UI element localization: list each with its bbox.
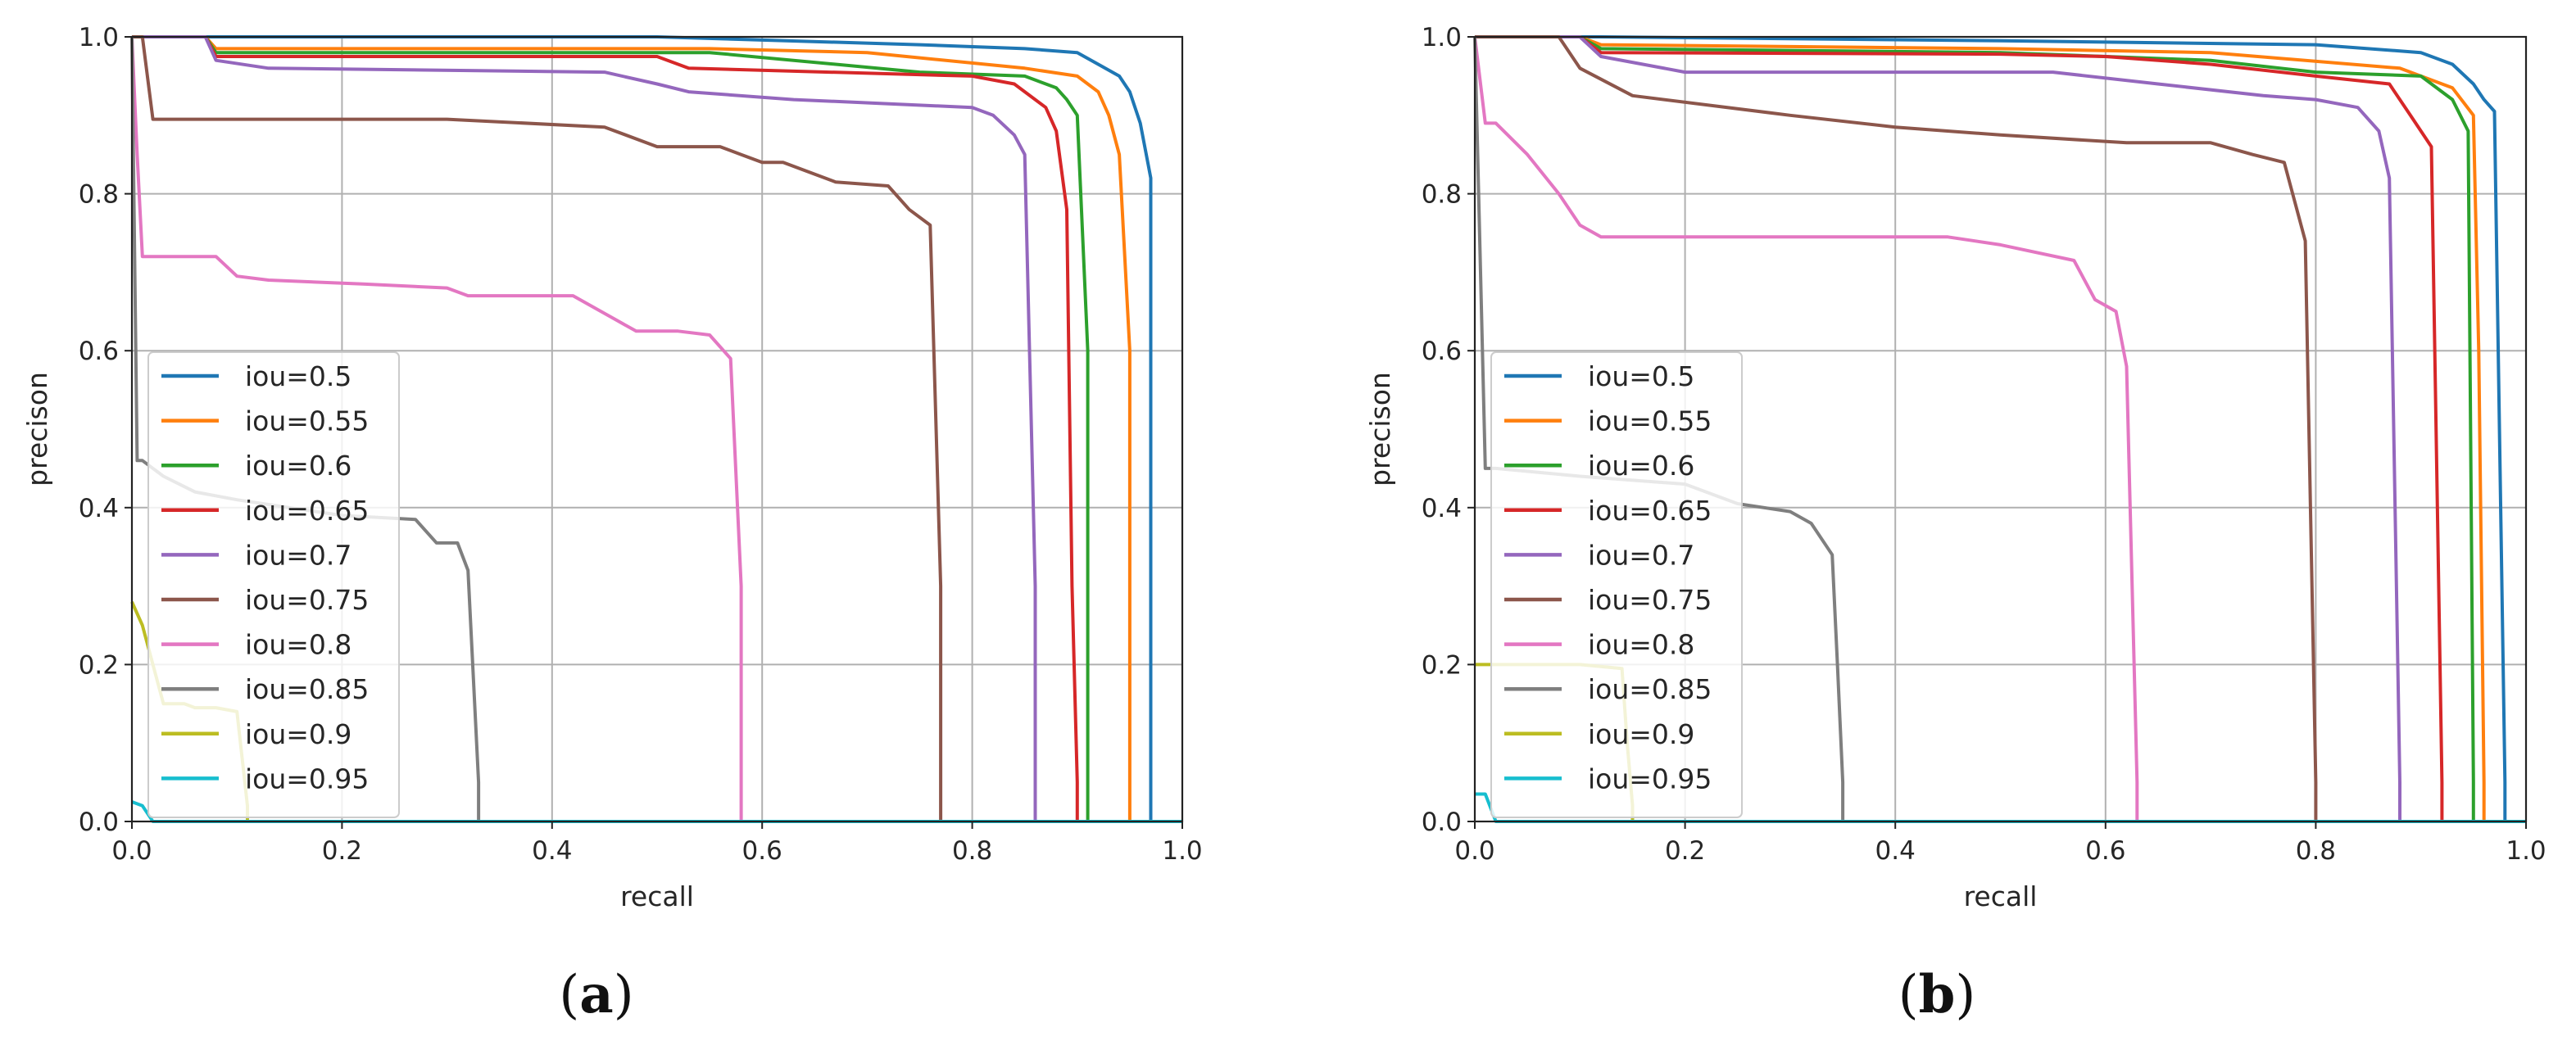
x-tick-label: 1.0 — [2506, 836, 2546, 866]
y-tick-label: 0.2 — [1422, 650, 1462, 680]
series-line-iou-0-75 — [132, 35, 1182, 823]
x-tick-label: 0.8 — [2296, 836, 2336, 866]
legend-entry-label: iou=0.8 — [1588, 629, 1694, 661]
y-tick-label: 0.4 — [1422, 494, 1462, 523]
y-tick-label: 1.0 — [1422, 23, 1462, 52]
legend-box — [1490, 351, 1743, 818]
legend-entry-label: iou=0.5 — [245, 360, 351, 392]
legend-entry-label: iou=0.75 — [245, 584, 369, 616]
caption-close-paren: ) — [614, 965, 634, 1025]
panel-caption: (b) — [1898, 964, 1976, 1025]
series-line-iou-0-65 — [1475, 35, 2526, 823]
legend-entry-label: iou=0.7 — [245, 539, 351, 571]
y-tick-label: 0.0 — [1422, 808, 1462, 837]
caption-letter: b — [1919, 964, 1956, 1025]
series-line-iou-0-5 — [132, 35, 1182, 823]
series-line-iou-0-7 — [1475, 35, 2526, 823]
series-line-iou-0-65 — [132, 35, 1182, 823]
caption-open-paren: ( — [559, 965, 579, 1025]
x-tick-label: 0.4 — [532, 836, 572, 866]
x-tick-label: 0.4 — [1875, 836, 1916, 866]
legend-entry-label: iou=0.6 — [245, 450, 351, 482]
legend: iou=0.5 iou=0.55 iou=0.6 iou=0.65 iou=0.7 iou… — [147, 351, 400, 818]
y-tick-label: 0.8 — [1422, 180, 1462, 210]
x-tick-label: 0.8 — [952, 836, 992, 866]
series-line-iou-0-8 — [1473, 36, 2526, 823]
chart-panel-a: 0.0 0.2 0.4 0.6 0.8 1.0 0.0 0.2 0.4 0.6 0.8 1.0 reca… — [21, 23, 1203, 1025]
legend-entry-label: iou=0.7 — [1588, 539, 1694, 571]
series-line-iou-0-55 — [132, 35, 1182, 823]
legend-entry-label: iou=0.65 — [245, 495, 369, 527]
x-axis-label: recall — [620, 880, 694, 912]
x-tick-label: 0.2 — [322, 836, 362, 866]
series-line-iou-0-6 — [1475, 35, 2526, 823]
legend-entry-label: iou=0.55 — [1588, 405, 1712, 437]
axes-frame — [130, 35, 1184, 823]
legend-entry-label: iou=0.6 — [1588, 450, 1694, 482]
legend-entry-label: iou=0.8 — [245, 629, 351, 661]
legend-entry-label: iou=0.95 — [1588, 763, 1712, 794]
x-tick-label: 0.6 — [2085, 836, 2125, 866]
y-tick-label: 0.6 — [1422, 337, 1462, 366]
legend-entry-label: iou=0.75 — [1588, 584, 1712, 616]
legend-entry-label: iou=0.5 — [1588, 360, 1694, 392]
legend: iou=0.5 iou=0.55 iou=0.6 iou=0.65 iou=0.7 iou… — [1490, 351, 1743, 818]
y-tick-label: 0.2 — [79, 650, 119, 680]
x-tick-label: 1.0 — [1162, 836, 1202, 866]
chart-panel-b: 0.0 0.2 0.4 0.6 0.8 1.0 0.0 0.2 0.4 0.6 0.8 1.0 reca… — [1364, 23, 2547, 1025]
panel-caption: (a) — [559, 964, 633, 1025]
legend-entry-label: iou=0.85 — [245, 673, 369, 705]
x-tick-label: 0.2 — [1665, 836, 1705, 866]
legend-entry-label: iou=0.9 — [1588, 718, 1694, 750]
axes-frame — [1473, 35, 2528, 823]
series-line-iou-0-8 — [130, 36, 1182, 823]
x-tick-label: 0.6 — [742, 836, 782, 866]
y-tick-label: 0.8 — [79, 180, 119, 210]
y-tick-label: 0.4 — [79, 494, 119, 523]
x-tick-label: 0.0 — [1454, 836, 1494, 866]
series-line-iou-0-5 — [1475, 35, 2526, 823]
y-tick-label: 0.0 — [79, 808, 119, 837]
caption-close-paren: ) — [1955, 965, 1975, 1025]
y-axis-label: precison — [1364, 372, 1396, 487]
x-axis-label: recall — [1964, 880, 2038, 912]
legend-entry-label: iou=0.65 — [1588, 495, 1712, 527]
y-tick-label: 0.6 — [79, 337, 119, 366]
series-line-iou-0-75 — [1475, 35, 2526, 823]
caption-letter: a — [579, 964, 613, 1025]
x-tick-label: 0.0 — [111, 836, 152, 866]
legend-entry-label: iou=0.9 — [245, 718, 351, 750]
legend-entry-label: iou=0.55 — [245, 405, 369, 437]
series-line-iou-0-7 — [132, 35, 1182, 823]
y-axis-label: precison — [21, 372, 53, 487]
legend-entry-label: iou=0.95 — [245, 763, 369, 794]
legend-entry-label: iou=0.85 — [1588, 673, 1712, 705]
y-tick-label: 1.0 — [79, 23, 119, 52]
caption-open-paren: ( — [1898, 965, 1919, 1025]
legend-box — [147, 351, 400, 818]
